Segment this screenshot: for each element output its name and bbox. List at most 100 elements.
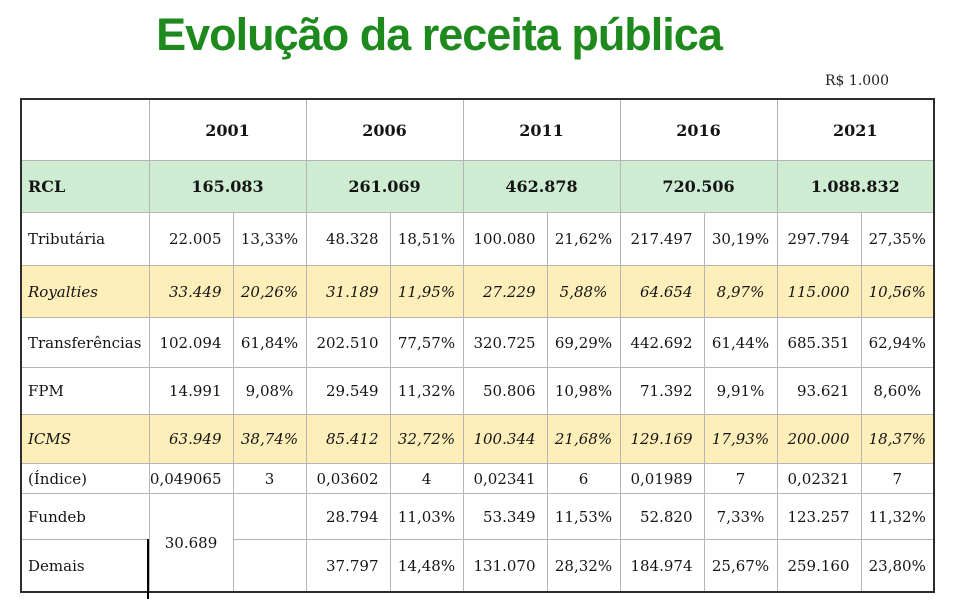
percent-cell: 61,44%	[703, 317, 778, 368]
rcl-value-cell: 165.083	[148, 160, 307, 213]
index-rank-cell: 3	[232, 463, 307, 494]
table-row-royalties: Royalties 33.449 20,26% 31.189 11,95% 27…	[20, 265, 935, 318]
percent-cell: 11,95%	[389, 265, 464, 318]
value-cell: 200.000	[776, 414, 862, 464]
percent-cell: 20,26%	[232, 265, 307, 318]
value-cell: 131.070	[462, 539, 548, 593]
rcl-value-cell: 720.506	[619, 160, 778, 213]
value-cell: 0,02321	[776, 463, 862, 494]
percent-cell: 30,19%	[703, 212, 778, 266]
value-cell: 685.351	[776, 317, 862, 368]
value-cell: 14.991	[148, 367, 234, 415]
value-cell: 259.160	[776, 539, 862, 593]
page-title: Evolução da receita pública	[156, 9, 723, 60]
value-cell: 115.000	[776, 265, 862, 318]
value-cell: 33.449	[148, 265, 234, 318]
value-cell: 442.692	[619, 317, 705, 368]
percent-cell: 9,08%	[232, 367, 307, 415]
value-cell: 48.328	[305, 212, 391, 266]
table-row-demais: Demais 37.797 14,48% 131.070 28,32% 184.…	[20, 539, 935, 593]
percent-cell: 11,03%	[389, 493, 464, 540]
value-cell: 64.654	[619, 265, 705, 318]
value-cell: 31.189	[305, 265, 391, 318]
percent-cell: 8,97%	[703, 265, 778, 318]
merged-value-cell: 30.689	[148, 493, 234, 593]
rcl-value-cell: 261.069	[305, 160, 464, 213]
value-cell: 0,03602	[305, 463, 391, 494]
row-label: ICMS	[20, 414, 150, 464]
percent-cell: 10,98%	[546, 367, 621, 415]
table-row-fpm: FPM 14.991 9,08% 29.549 11,32% 50.806 10…	[20, 367, 935, 415]
value-cell: 28.794	[305, 493, 391, 540]
value-cell: 53.349	[462, 493, 548, 540]
percent-cell: 38,74%	[232, 414, 307, 464]
row-label: Transferências	[20, 317, 150, 368]
percent-cell: 9,91%	[703, 367, 778, 415]
index-rank-cell: 7	[860, 463, 935, 494]
table-row-tributaria: Tributária 22.005 13,33% 48.328 18,51% 1…	[20, 212, 935, 266]
value-cell: 52.820	[619, 493, 705, 540]
index-rank-cell: 7	[703, 463, 778, 494]
year-header-cell: 2001	[148, 98, 307, 161]
value-cell: 0,02341	[462, 463, 548, 494]
percent-cell: 11,32%	[860, 493, 935, 540]
value-cell: 0,01989	[619, 463, 705, 494]
rcl-value-cell: 462.878	[462, 160, 621, 213]
percent-cell: 61,84%	[232, 317, 307, 368]
index-rank-cell: 6	[546, 463, 621, 494]
row-label: Royalties	[20, 265, 150, 318]
value-cell: 27.229	[462, 265, 548, 318]
percent-cell: 27,35%	[860, 212, 935, 266]
percent-cell-empty	[232, 539, 307, 593]
row-label: (Índice)	[20, 463, 150, 494]
percent-cell: 21,68%	[546, 414, 621, 464]
value-cell: 129.169	[619, 414, 705, 464]
value-cell: 29.549	[305, 367, 391, 415]
percent-cell: 77,57%	[389, 317, 464, 368]
percent-cell: 13,33%	[232, 212, 307, 266]
percent-cell: 7,33%	[703, 493, 778, 540]
table-row-transferencias: Transferências 102.094 61,84% 202.510 77…	[20, 317, 935, 368]
value-cell: 217.497	[619, 212, 705, 266]
value-cell: 123.257	[776, 493, 862, 540]
row-label: Demais	[20, 539, 150, 593]
value-cell: 102.094	[148, 317, 234, 368]
percent-cell: 5,88%	[546, 265, 621, 318]
table-row-icms: ICMS 63.949 38,74% 85.412 32,72% 100.344…	[20, 414, 935, 464]
table-row-fundeb: Fundeb 30.689 28.794 11,03% 53.349 11,53…	[20, 493, 935, 593]
percent-cell-empty	[232, 493, 307, 540]
rcl-value-cell: 1.088.832	[776, 160, 935, 213]
percent-cell: 21,62%	[546, 212, 621, 266]
rcl-row: RCL 165.083 261.069 462.878 720.506 1.08…	[20, 160, 935, 213]
year-header-cell: 2011	[462, 98, 621, 161]
value-cell: 63.949	[148, 414, 234, 464]
row-label: RCL	[20, 160, 150, 213]
percent-cell: 11,53%	[546, 493, 621, 540]
value-cell: 85.412	[305, 414, 391, 464]
table-row-indice: (Índice) 0,049065 3 0,03602 4 0,02341 6 …	[20, 463, 935, 494]
corner-cell	[20, 98, 150, 161]
value-cell: 100.344	[462, 414, 548, 464]
percent-cell: 69,29%	[546, 317, 621, 368]
row-label: Tributária	[20, 212, 150, 266]
percent-cell: 18,51%	[389, 212, 464, 266]
percent-cell: 25,67%	[703, 539, 778, 593]
year-header-row: 2001 2006 2011 2016 2021	[20, 98, 935, 161]
value-cell: 0,049065	[148, 463, 234, 494]
slide: Evolução da receita pública R$ 1.000 200…	[0, 9, 953, 599]
percent-cell: 28,32%	[546, 539, 621, 593]
percent-cell: 11,32%	[389, 367, 464, 415]
value-cell: 37.797	[305, 539, 391, 593]
value-cell: 100.080	[462, 212, 548, 266]
value-cell: 202.510	[305, 317, 391, 368]
value-cell: 320.725	[462, 317, 548, 368]
percent-cell: 10,56%	[860, 265, 935, 318]
percent-cell: 62,94%	[860, 317, 935, 368]
percent-cell: 14,48%	[389, 539, 464, 593]
value-cell: 71.392	[619, 367, 705, 415]
percent-cell: 32,72%	[389, 414, 464, 464]
index-rank-cell: 4	[389, 463, 464, 494]
revenue-table: 2001 2006 2011 2016 2021 RCL 165.083 261…	[20, 98, 935, 593]
percent-cell: 23,80%	[860, 539, 935, 593]
percent-cell: 18,37%	[860, 414, 935, 464]
